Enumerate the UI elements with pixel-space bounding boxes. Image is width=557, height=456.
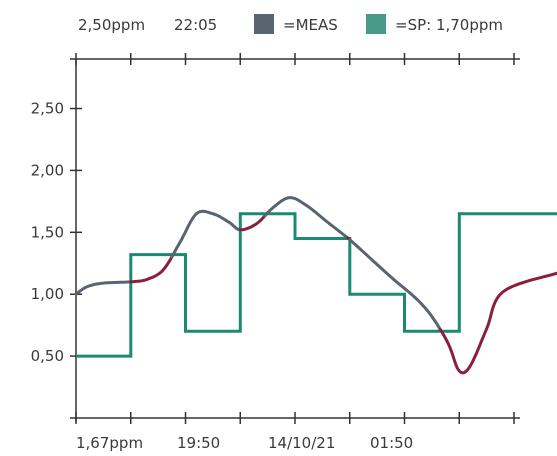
y-tick-label: 1,50 bbox=[31, 223, 64, 241]
y-tick-label: 0,50 bbox=[31, 347, 64, 365]
sp-series bbox=[76, 212, 557, 358]
meas-series bbox=[74, 196, 557, 375]
footer-time-1: 19:50 bbox=[177, 434, 220, 452]
axes bbox=[70, 58, 520, 422]
meas-line-segment bbox=[348, 238, 442, 332]
sp-legend-swatch bbox=[366, 14, 386, 34]
meas-legend-swatch bbox=[254, 14, 274, 34]
current-time-label: 22:05 bbox=[174, 16, 217, 34]
footer-time-2: 14/10/21 bbox=[268, 434, 335, 452]
meas-line-segment bbox=[170, 209, 242, 259]
meas-legend-label: =MEAS bbox=[283, 16, 338, 34]
y-tick-label: 2,50 bbox=[31, 100, 64, 118]
meas-line-segment bbox=[263, 196, 350, 240]
footer-time-3: 01:50 bbox=[370, 434, 413, 452]
meas-deviation-segment bbox=[238, 214, 267, 232]
sp-legend-label: =SP: 1,70ppm bbox=[395, 16, 503, 34]
current-value-label: 2,50ppm bbox=[78, 16, 145, 34]
meas-line-segment bbox=[74, 280, 133, 296]
meas-deviation-segment bbox=[438, 271, 557, 375]
footer-left-value: 1,67ppm bbox=[76, 434, 143, 452]
y-axis-ticks: 0,50 1,00 1,50 2,00 2,50 bbox=[31, 100, 82, 365]
sp-line bbox=[76, 212, 557, 358]
y-tick-label: 1,00 bbox=[31, 285, 64, 303]
y-tick-label: 2,00 bbox=[31, 161, 64, 179]
meas-deviation-segment bbox=[129, 255, 174, 284]
x-axis-ticks bbox=[75, 53, 515, 424]
